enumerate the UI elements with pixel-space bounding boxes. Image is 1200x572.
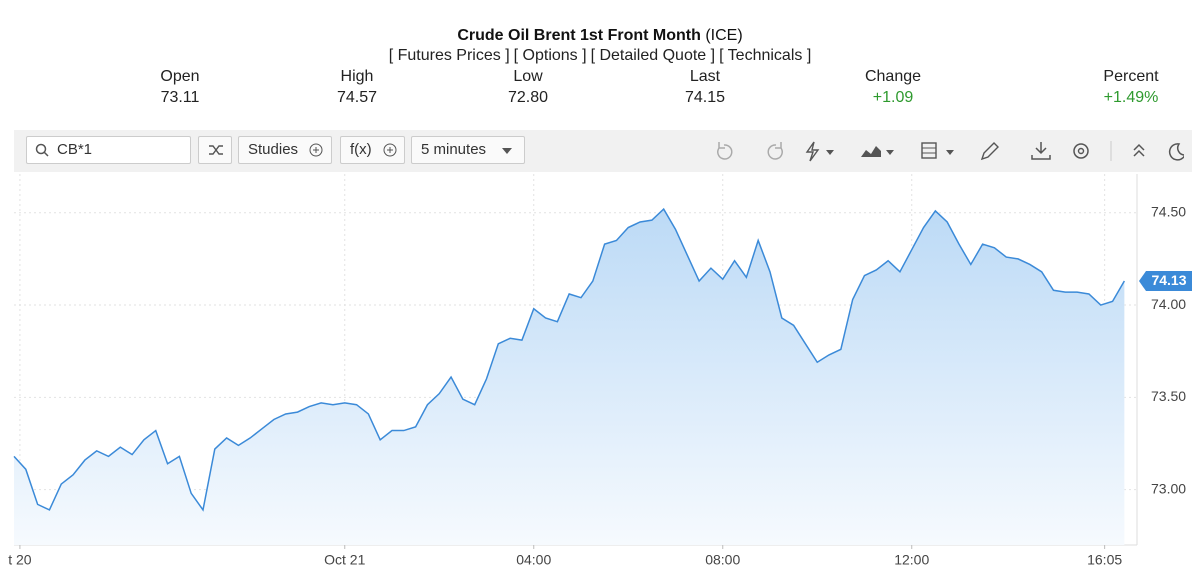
search-text: CB*1 [57, 141, 93, 158]
quote-label: Low [513, 68, 543, 85]
x-tick-label: 12:00 [894, 552, 929, 568]
events-icon[interactable] [805, 141, 820, 162]
quote-value: +1.09 [872, 89, 914, 106]
exchange: (ICE) [705, 27, 743, 44]
quote-value: 73.11 [160, 89, 200, 106]
y-tick-label: 73.50 [1151, 388, 1186, 404]
search-box[interactable]: CB*1 [26, 136, 191, 164]
y-tick-label: 73.00 [1151, 480, 1186, 496]
compare-button[interactable] [198, 136, 232, 164]
header-link[interactable]: [ Futures Prices ] [388, 47, 510, 64]
interval-label: 5 minutes [421, 141, 487, 158]
undo-icon[interactable] [717, 142, 733, 160]
x-tick-label: 08:00 [705, 552, 740, 568]
chart-type-icon[interactable] [861, 146, 881, 157]
header-link[interactable]: [ Options ] [513, 47, 587, 64]
caret-icon [502, 148, 512, 154]
caret [826, 150, 834, 155]
y-tick-label: 74.00 [1151, 296, 1186, 312]
instrument-name: Crude Oil Brent 1st Front Month [457, 27, 701, 44]
download-icon[interactable] [1031, 142, 1051, 160]
quote-label: Open [160, 68, 200, 85]
toolbar-icons [717, 141, 1184, 162]
x-tick-label: 04:00 [516, 552, 551, 568]
fx-button[interactable]: f(x) [340, 136, 405, 164]
area [14, 209, 1125, 546]
title: Crude Oil Brent 1st Front Month (ICE) [0, 27, 1200, 45]
collapse-icon[interactable] [1133, 143, 1145, 157]
toolbar: CB*1 Studies f(x) 5 minutes [14, 130, 1192, 172]
search-icon [35, 143, 49, 157]
shuffle-icon [209, 145, 223, 155]
theme-icon[interactable] [1168, 143, 1184, 161]
template-icon[interactable] [921, 142, 937, 159]
last-price-label: 74.13 [1151, 272, 1186, 288]
quote-value: 74.57 [336, 89, 378, 106]
x-tick-label: t 20 [8, 552, 32, 568]
quote-label: High [340, 68, 374, 85]
quote-label: Last [689, 68, 721, 85]
fx-label: f(x) [350, 141, 372, 158]
interval-select[interactable]: 5 minutes [411, 136, 525, 164]
caret [946, 150, 954, 155]
quote-value: +1.49% [1103, 89, 1159, 106]
line [13, 207, 1126, 512]
settings-icon[interactable] [1073, 143, 1089, 159]
header-link[interactable]: [ Technicals ] [719, 47, 812, 64]
header-link[interactable]: [ Detailed Quote ] [590, 47, 716, 64]
quote-label: Percent [1103, 68, 1159, 85]
last-price-tag [1139, 271, 1192, 292]
studies-label: Studies [248, 141, 299, 158]
x-tick-label: Oct 21 [324, 552, 365, 568]
plus-icon [309, 143, 323, 157]
studies-button[interactable]: Studies [238, 136, 332, 164]
redo-icon[interactable] [767, 142, 783, 160]
plus-icon [383, 143, 397, 157]
quote-value: 74.15 [684, 89, 726, 106]
quote-value: 72.80 [507, 89, 549, 106]
draw-icon[interactable] [980, 142, 999, 161]
y-tick-label: 74.50 [1151, 203, 1186, 219]
links: [ Futures Prices ][ Options ][ Detailed … [0, 47, 1200, 65]
quote-label: Change [864, 68, 922, 85]
caret [886, 150, 894, 155]
x-tick-label: 16:05 [1087, 552, 1122, 568]
